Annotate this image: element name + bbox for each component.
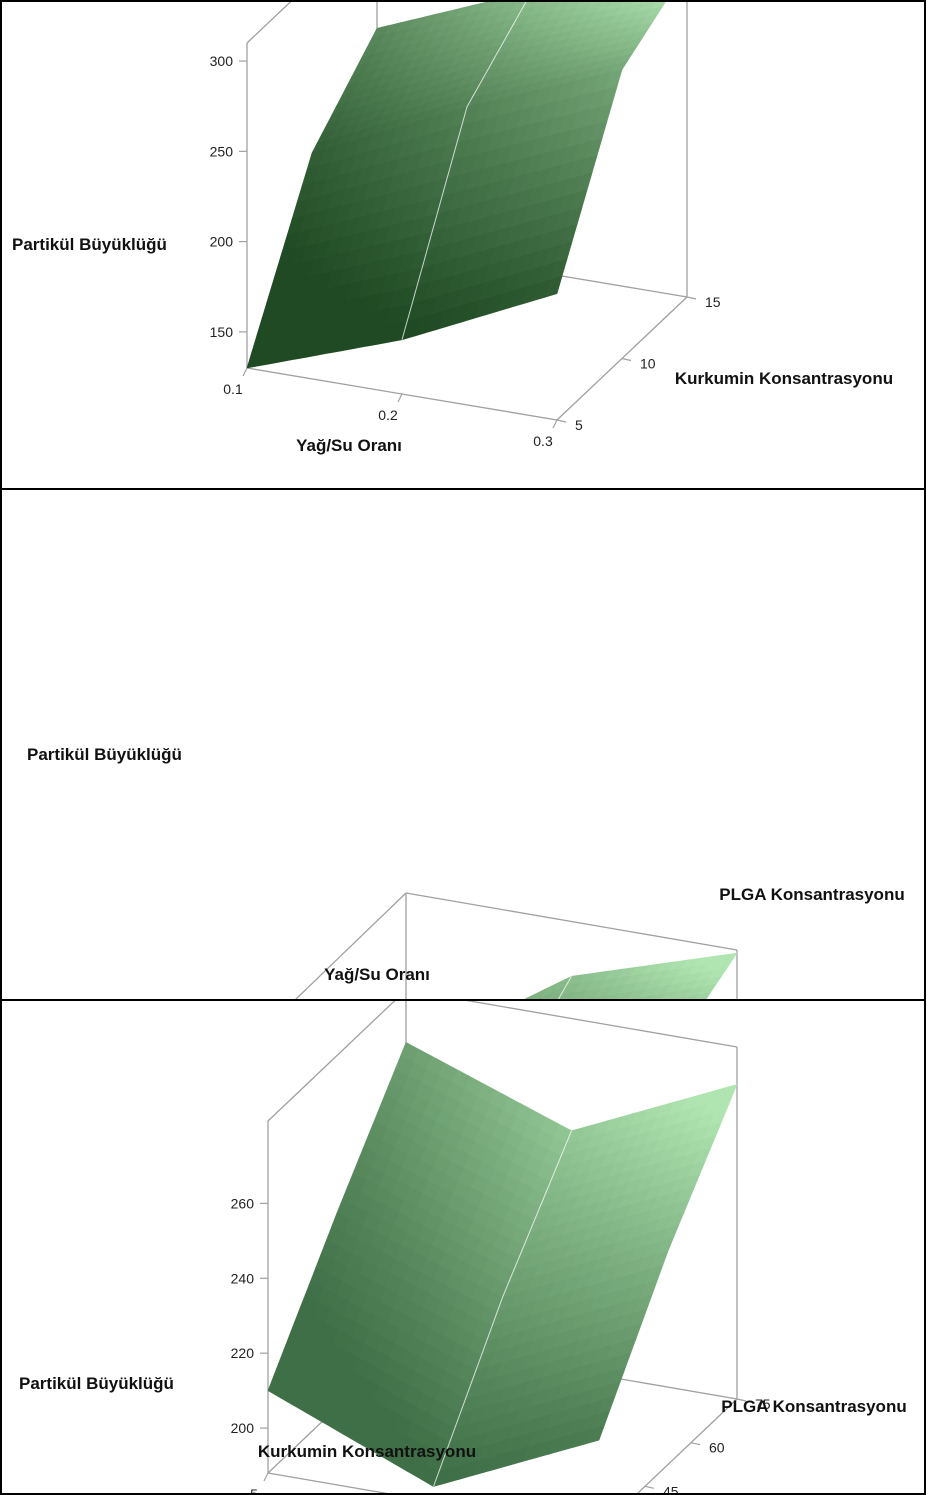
surface-gridlines xyxy=(433,1130,572,1487)
y-tick-mark xyxy=(686,296,697,300)
z-tick-label: 150 xyxy=(210,324,234,340)
surface-chart-2: 1002003000.10.20.330456075Partikül Büyük… xyxy=(27,745,905,999)
y-tick-mark xyxy=(736,1398,747,1402)
surface-chart-1: 150 200 250 300 0.1 0.2 0.3 5 10 15 Partikül Büyük… xyxy=(12,2,893,455)
chart-panel-1: 150 200 250 300 0.1 0.2 0.3 5 10 15 Partikül Büyük… xyxy=(0,0,926,490)
z-axis-label: Partikül Büyüklüğü xyxy=(19,1374,174,1393)
y-tick-mark xyxy=(644,1485,655,1489)
y-axis: 5 10 15 xyxy=(556,294,721,433)
z-tick-label: 240 xyxy=(231,1270,255,1286)
x-axis-label: Kurkumin Konsantrasyonu xyxy=(258,1442,476,1461)
x-tick-mark xyxy=(397,393,403,403)
chart-panel-3: 2002202402605101530456075Partikül Büyükl… xyxy=(0,999,926,1495)
y-axis-label: Kurkumin Konsantrasyonu xyxy=(675,369,893,388)
z-tick-label: 220 xyxy=(231,1345,255,1361)
x-axis: 0.1 0.2 0.3 xyxy=(223,367,558,449)
x-axis-label: Yağ/Su Oranı xyxy=(296,436,402,455)
z-tick-label: 260 xyxy=(231,1195,255,1211)
chart-panel-2: 1002003000.10.20.330456075Partikül Büyük… xyxy=(0,488,926,1001)
surface-gridlines xyxy=(401,2,527,340)
x-tick-label: 0.3 xyxy=(533,433,553,449)
y-tick-label: 75 xyxy=(755,1396,771,1412)
z-axis: 150 200 250 300 xyxy=(210,53,247,340)
z-axis: 200 220 240 260 xyxy=(231,1195,268,1436)
axes-box xyxy=(295,892,738,999)
y-tick-mark xyxy=(556,419,567,423)
surface xyxy=(246,2,666,369)
z-tick-label: 200 xyxy=(210,234,234,250)
z-tick-label: 250 xyxy=(210,143,234,159)
y-axis-label: PLGA Konsantrasyonu xyxy=(721,1397,906,1416)
x-tick-mark xyxy=(263,1472,269,1482)
y-axis: 30456075 xyxy=(644,1396,771,1493)
x-tick-label: 5 xyxy=(250,1486,258,1493)
x-tick-label: 0.2 xyxy=(378,407,398,423)
y-tick-label: 5 xyxy=(575,417,583,433)
y-tick-label: 45 xyxy=(663,1483,679,1493)
y-tick-label: 15 xyxy=(705,294,721,310)
z-tick-label: 300 xyxy=(210,53,234,69)
y-tick-mark xyxy=(690,1442,701,1446)
x-tick-mark xyxy=(242,367,248,377)
x-tick-mark xyxy=(552,419,558,429)
x-axis-label: Yağ/Su Oranı xyxy=(324,965,430,984)
surface xyxy=(524,952,738,999)
surface xyxy=(267,1041,738,1487)
z-axis-label: Partikül Büyüklüğü xyxy=(27,745,182,764)
z-tick-label: 200 xyxy=(231,1420,255,1436)
surface-chart-3: 2002202402605101530456075Partikül Büyükl… xyxy=(19,1001,907,1493)
y-tick-label: 10 xyxy=(640,356,656,372)
y-tick-mark xyxy=(621,357,632,362)
z-axis-label: Partikül Büyüklüğü xyxy=(12,235,167,254)
y-tick-label: 60 xyxy=(709,1440,725,1456)
y-axis-label: PLGA Konsantrasyonu xyxy=(719,885,904,904)
x-tick-label: 0.1 xyxy=(223,381,243,397)
